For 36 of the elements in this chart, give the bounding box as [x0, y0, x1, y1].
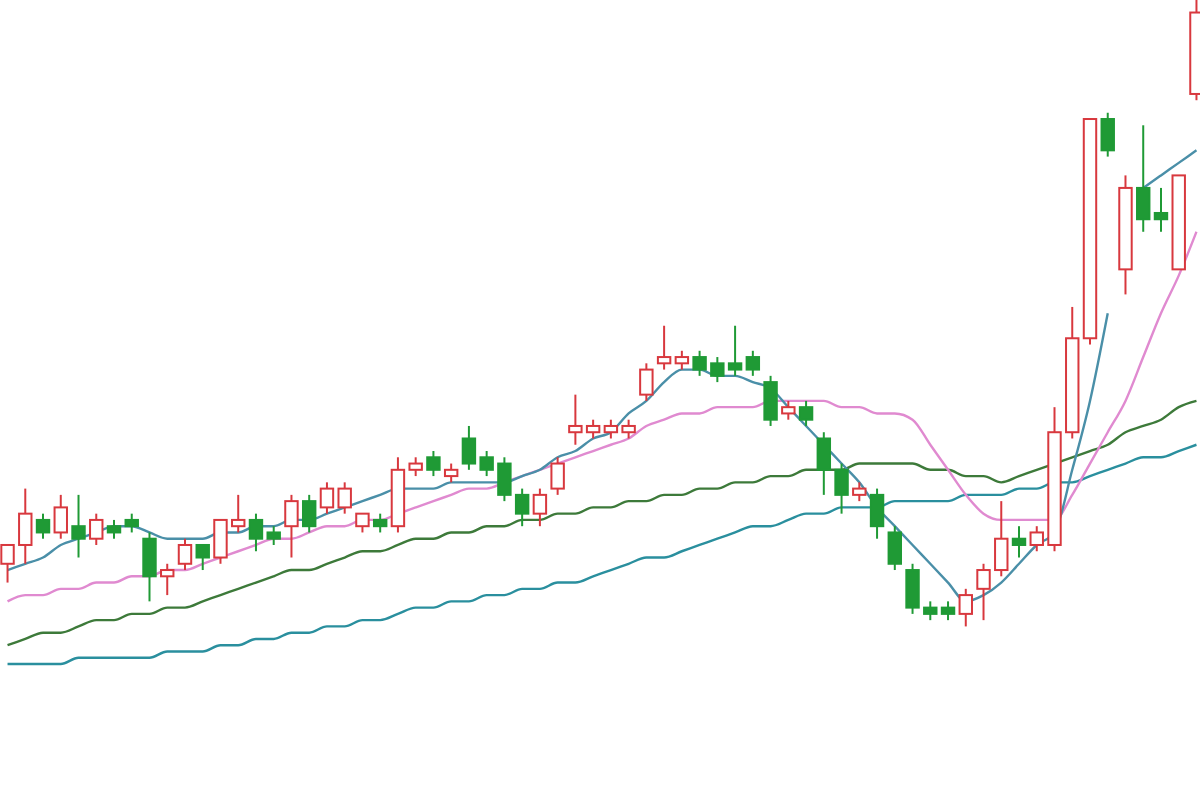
candlestick: [532, 487, 548, 528]
candlestick: [852, 481, 867, 503]
candlestick: [674, 349, 690, 371]
candlestick: [1100, 111, 1115, 158]
candlestick: [89, 512, 104, 546]
candlestick: [355, 512, 370, 534]
candlestick: [124, 512, 139, 534]
candlestick: [745, 349, 761, 377]
candlestick: [656, 324, 672, 371]
candlestick: [763, 374, 778, 427]
candlestick: [284, 493, 299, 559]
candlestick: [1136, 124, 1151, 233]
candlestick: [266, 525, 281, 546]
candlestick: [958, 587, 973, 628]
candlestick: [35, 512, 51, 540]
candlestick: [142, 531, 157, 603]
candlestick: [160, 562, 175, 597]
candlestick: [177, 537, 193, 572]
candlestick: [887, 525, 903, 572]
candlestick: [372, 512, 388, 534]
candlestick: [71, 493, 86, 559]
candlestick: [639, 362, 654, 402]
candlestick: [53, 493, 68, 540]
candlestick: [248, 512, 264, 553]
candlestick: [301, 493, 317, 534]
candlestick: [443, 462, 459, 484]
candlestick: [798, 399, 814, 427]
candlestick: [940, 600, 956, 622]
candlestick: [550, 456, 565, 496]
candlestick: [106, 518, 122, 540]
candlestick: [869, 487, 885, 540]
candlestick: [195, 543, 210, 572]
candlestick: [1011, 525, 1027, 559]
candlestick: [426, 450, 441, 478]
candlestick: [1153, 186, 1169, 233]
candlestick: [781, 399, 796, 421]
